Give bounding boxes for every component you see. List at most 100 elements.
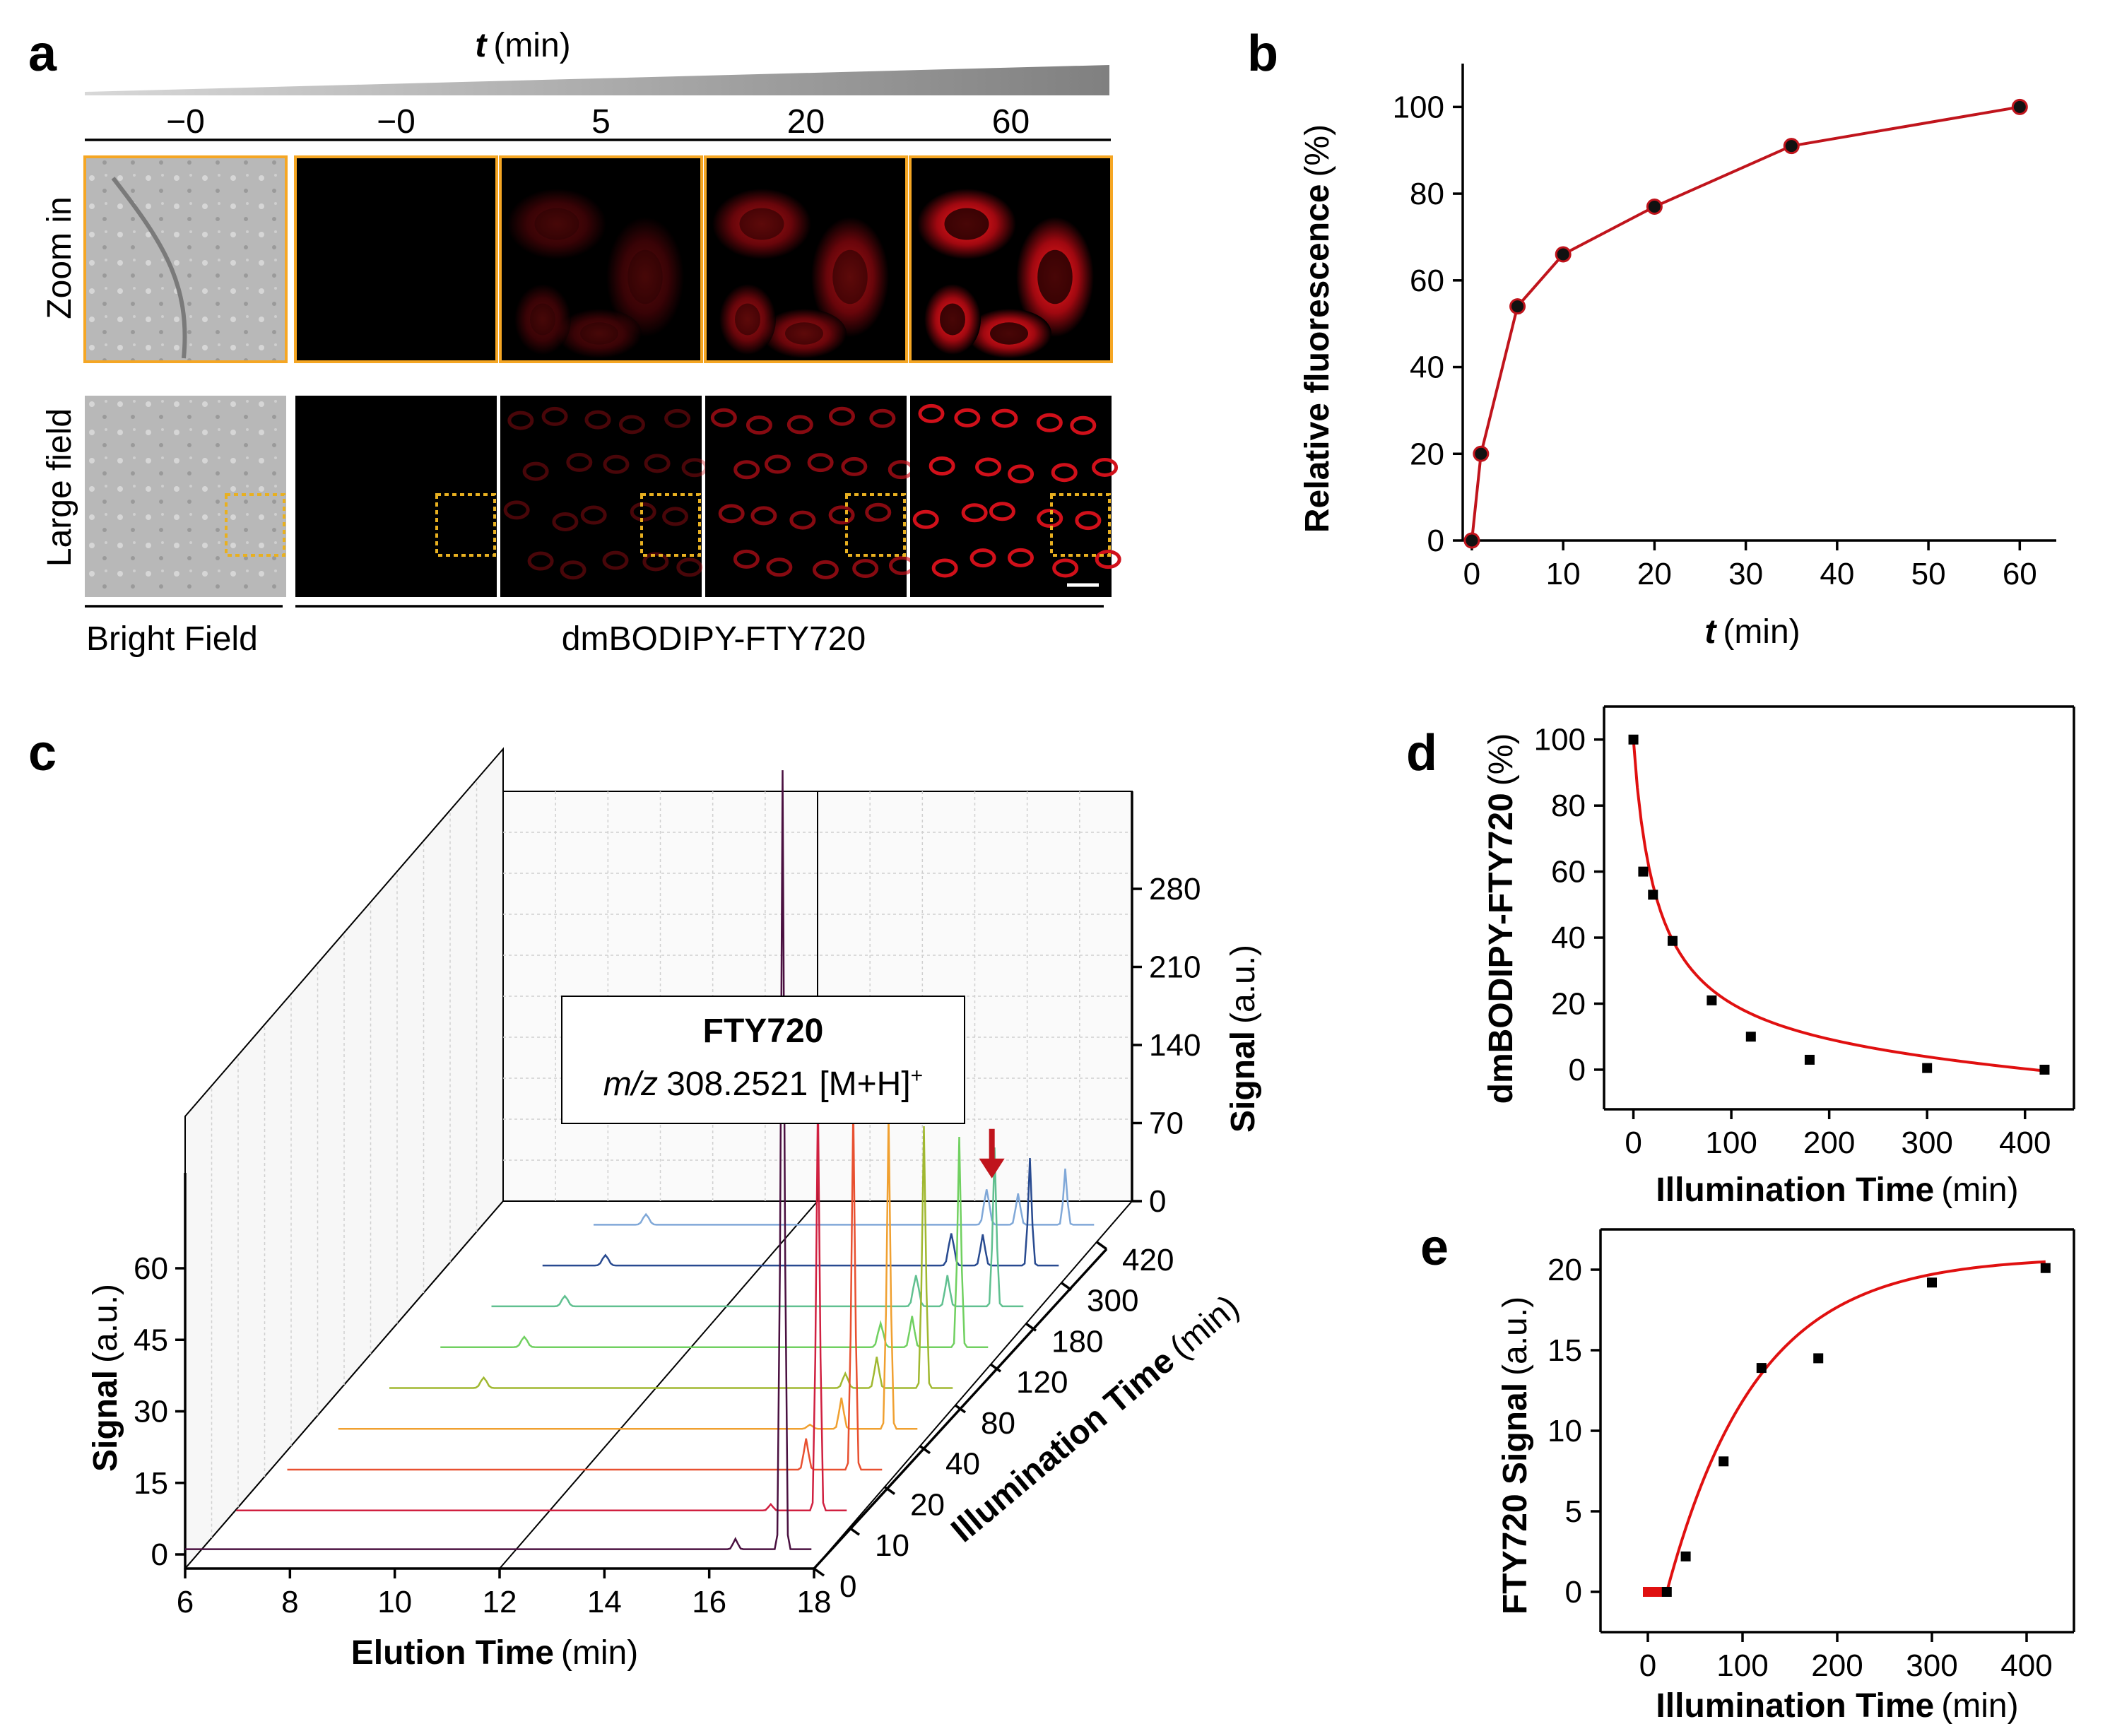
x-tick-label: 200 (1803, 1126, 1855, 1160)
micrograph-grid (83, 155, 1121, 597)
trace-300 (542, 1157, 1059, 1267)
large-field-cell (869, 408, 896, 428)
zoom-cell-nucleus (627, 249, 663, 305)
x-tick-label: 20 (1637, 557, 1672, 591)
large-field-cell (807, 453, 834, 473)
fit-curve (1665, 1260, 2046, 1593)
chart-c-xlabel: Elution Time (min) (351, 1634, 638, 1672)
large-field-cell (969, 548, 996, 568)
z-tick-label: 180 (1051, 1324, 1103, 1359)
x-tick-label: 60 (2003, 557, 2037, 591)
data-point (1927, 1277, 1937, 1288)
zoom-cell (557, 309, 642, 358)
zoom-cell-nucleus (739, 208, 784, 240)
large-field-cell (789, 510, 816, 530)
large-field-cell (745, 415, 772, 435)
panel-b-letter: b (1247, 25, 1278, 82)
data-point (1922, 1063, 1933, 1073)
data-point (1463, 532, 1480, 549)
z-tick (1095, 1241, 1108, 1251)
trace-120 (440, 1137, 989, 1348)
y-tick-label: 100 (1534, 723, 1586, 757)
panel-e-letter: e (1420, 1220, 1449, 1276)
large-field-cell (552, 512, 579, 531)
data-point (2011, 98, 2028, 115)
y-tick-label: 40 (1410, 350, 1444, 385)
x-tick-label: 300 (1906, 1648, 1957, 1683)
large-field-cell (507, 411, 534, 430)
large-field-cell (865, 502, 892, 522)
large-field-cell (750, 506, 777, 526)
chart-d: 0 100 200 300 400 0 20 40 60 80 100 (1534, 705, 2075, 1160)
y-tick-label: 5 (1565, 1494, 1582, 1529)
large-field-cell (812, 560, 839, 579)
large-field-cell (1036, 413, 1063, 432)
y-tick-label: 0 (151, 1537, 168, 1572)
large-field-cell (918, 403, 945, 423)
large-field-cell (642, 552, 669, 572)
x-tick-label: 0 (1625, 1126, 1641, 1160)
roi-box-3 (845, 493, 906, 557)
x-tick-label: 400 (2000, 1648, 2052, 1683)
large-field-cell (618, 415, 645, 435)
y-tick-label: 20 (1551, 986, 1586, 1021)
data-point (1667, 935, 1678, 946)
y-tick-label: 0 (1565, 1575, 1582, 1610)
large-field-cell (961, 503, 988, 523)
back-y-tick-label: 210 (1149, 950, 1201, 985)
back-y-tick-label: 140 (1149, 1028, 1201, 1063)
y-tick-label: 60 (1410, 264, 1444, 298)
large-field-cell (733, 460, 760, 480)
probe-label: dmBODIPY-FTY720 (562, 620, 866, 658)
large-field-cell (1008, 464, 1035, 484)
large-field-cell (602, 550, 629, 570)
bright-field-label: Bright Field (86, 620, 258, 658)
trace-10 (236, 1094, 847, 1512)
y-tick-label: 0 (1427, 524, 1444, 558)
zoom-cell-nucleus (990, 322, 1028, 345)
data-point (1804, 1054, 1815, 1065)
panel-c-letter: c (28, 725, 57, 781)
data-point (1473, 445, 1490, 462)
y-tick-label: 80 (1410, 177, 1444, 211)
large-field-cell (1092, 457, 1119, 477)
z-tick-label: 80 (981, 1406, 1015, 1441)
column-label-4: 60 (992, 103, 1030, 141)
x-tick-label: 200 (1811, 1648, 1863, 1683)
zoom-image-bright-field (83, 155, 288, 363)
trace-180 (491, 1147, 1024, 1308)
chart-b-ylabel: Relative fluorescence(%) (1299, 124, 1336, 533)
z-tick-label: 10 (875, 1528, 909, 1563)
panel-a-time-label: t (min) (475, 27, 570, 64)
column-label-2: 5 (591, 103, 611, 141)
chart-d-ylabel: dmBODIPY-FTY720(%) (1483, 733, 1520, 1104)
panel-a: a t (min) −0 −0 5 20 60 Zoom in Large field B… (28, 25, 1121, 658)
large-image-1 (295, 396, 497, 597)
zoom-cell-nucleus (530, 303, 555, 336)
data-point (1638, 866, 1649, 877)
x-tick-label: 100 (1716, 1648, 1768, 1683)
large-image-2 (500, 396, 702, 597)
zoom-cell-nucleus (534, 208, 579, 240)
roi-box-2 (640, 493, 701, 557)
data-point (2039, 1064, 2050, 1075)
large-field-cell (929, 456, 955, 476)
bright-field-cell-edge (111, 177, 187, 359)
data-point (2040, 1263, 2051, 1273)
large-field-cell (975, 457, 1002, 477)
data-point (1707, 995, 1717, 1005)
large-field-cell (560, 560, 587, 580)
large-field-cell (527, 551, 554, 571)
x-tick-label: 0 (1639, 1648, 1656, 1683)
large-field-cell (662, 507, 689, 526)
annotation-mz: m/z 308.2521 [M+H]+ (603, 1064, 923, 1103)
data-point (1661, 1587, 1672, 1597)
back-y-tick-label: 0 (1149, 1184, 1166, 1219)
column-label-3: 20 (787, 103, 825, 141)
large-field-cell (764, 454, 791, 474)
data-point (1648, 890, 1658, 900)
large-field-cell (733, 549, 760, 569)
data-point (1652, 1587, 1663, 1597)
data-point (1555, 246, 1572, 263)
large-field-cell (566, 452, 593, 472)
